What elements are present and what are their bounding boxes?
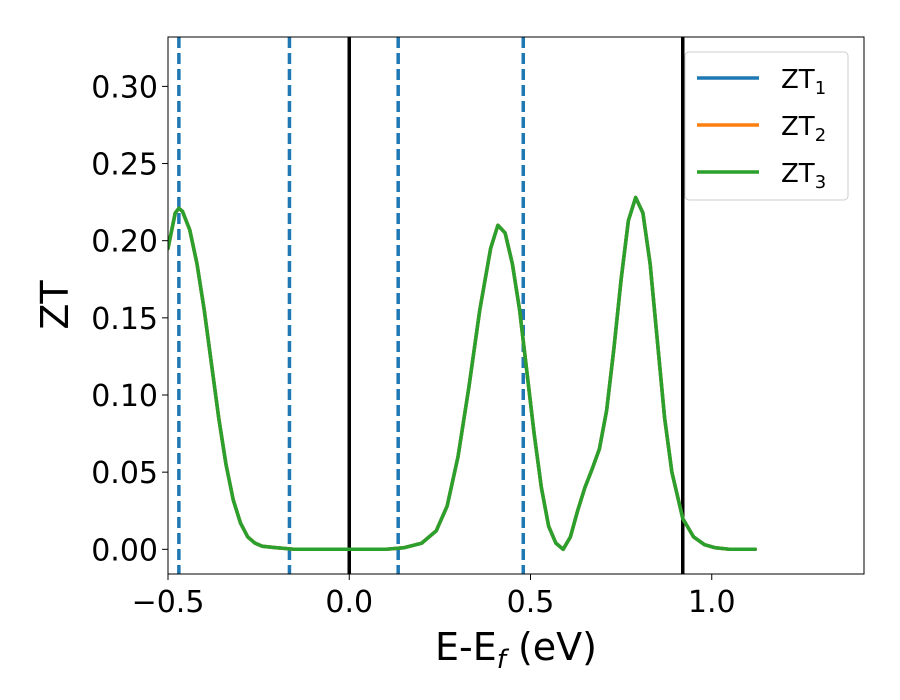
y-tick-label: 0.30	[91, 70, 158, 105]
x-tick-label: −0.5	[132, 585, 205, 620]
legend-label-zt1: ZT1	[781, 65, 826, 99]
x-axis-label-main: E-E	[435, 625, 497, 669]
x-axis-label: E-Ef (eV)	[435, 625, 597, 675]
x-tick-label: 0.5	[507, 585, 555, 620]
y-tick-label: 0.00	[91, 533, 158, 568]
legend: ZT1 ZT2 ZT3	[684, 51, 849, 201]
plot-content	[168, 37, 757, 574]
legend-box	[684, 51, 849, 201]
y-tick-label: 0.15	[91, 302, 158, 337]
y-tick-label: 0.20	[91, 225, 158, 260]
y-axis-ticks: 0.00 0.05 0.10 0.15 0.20 0.25 0.30	[91, 70, 168, 568]
series-line-zt2	[168, 195, 757, 552]
x-tick-label: 1.0	[688, 585, 736, 620]
y-tick-label: 0.25	[91, 148, 158, 183]
y-axis-label: ZT	[33, 280, 77, 330]
y-tick-label: 0.05	[91, 456, 158, 491]
series-line-zt1	[168, 195, 757, 552]
x-axis-label-unit: (eV)	[506, 625, 597, 669]
x-axis-ticks: −0.5 0.0 0.5 1.0	[132, 574, 736, 620]
legend-label-zt2: ZT2	[781, 112, 826, 146]
x-tick-label: 0.0	[325, 585, 373, 620]
plot-frame	[167, 36, 865, 575]
y-tick-label: 0.10	[91, 379, 158, 414]
series-line-zt3	[168, 195, 757, 552]
legend-label-zt3: ZT3	[781, 159, 826, 193]
